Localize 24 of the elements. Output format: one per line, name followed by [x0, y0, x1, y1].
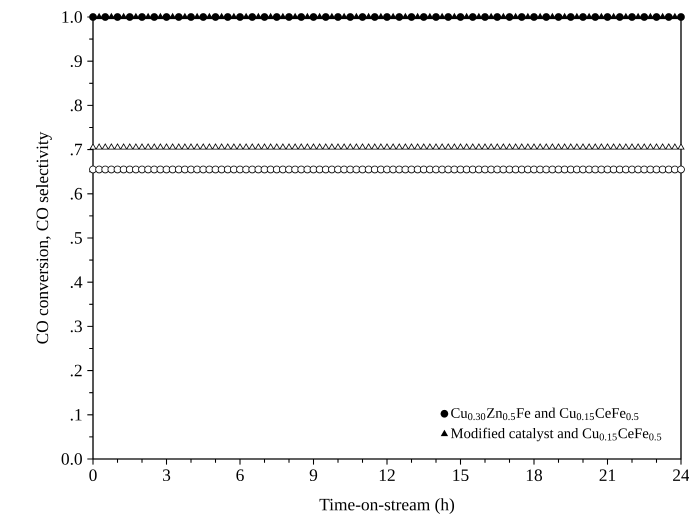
y-axis-title: CO conversion, CO selectivity — [36, 132, 52, 344]
y-tick-label: .6 — [70, 188, 82, 200]
x-axis-title: Time-on-stream (h) — [320, 498, 454, 514]
x-tick-label: 12 — [380, 469, 395, 481]
legend-label: Modified catalyst and Cu$_{0.15}$CeFe$_{0.5}$ — [450, 428, 662, 442]
y-tick-label: .1 — [70, 408, 82, 421]
x-tick-label: 21 — [600, 469, 616, 481]
y-tick-label: .3 — [70, 320, 82, 332]
y-tick-label: 1.0 — [62, 11, 82, 23]
y-tick-label: .4 — [70, 276, 82, 288]
x-tick-label: 3 — [163, 469, 170, 482]
y-tick-label: 0.0 — [62, 453, 82, 465]
y-tick-label: .2 — [70, 364, 82, 376]
x-tick-label: 18 — [526, 469, 542, 482]
x-tick-label: 0 — [89, 469, 97, 482]
y-tick-label: .9 — [70, 55, 82, 68]
x-tick-label: 6 — [236, 469, 244, 482]
y-tick-label: .7 — [70, 144, 82, 156]
y-tick-label: .8 — [70, 100, 82, 112]
x-tick-label: 24 — [673, 469, 689, 481]
y-tick-label: .5 — [70, 232, 82, 244]
legend-label: Cu$_{0.30}$Zn$_{0.5}$Fe and Cu$_{0.15}$CeFe$_{0.5}$ — [451, 408, 638, 420]
x-tick-label: 15 — [453, 469, 468, 481]
x-tick-label: 9 — [310, 469, 318, 482]
